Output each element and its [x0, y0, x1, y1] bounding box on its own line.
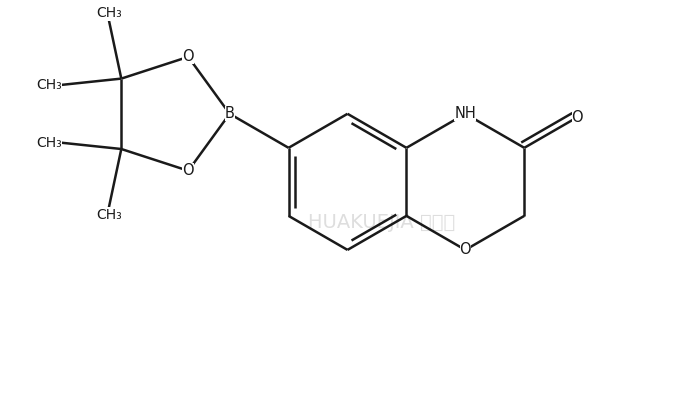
- Text: O: O: [459, 243, 471, 258]
- Text: O: O: [183, 50, 194, 64]
- Text: O: O: [183, 163, 194, 178]
- Text: HUAKUEJIA 化学加: HUAKUEJIA 化学加: [308, 213, 455, 232]
- Text: CH₃: CH₃: [96, 208, 122, 222]
- Text: NH: NH: [455, 106, 476, 121]
- Text: O: O: [571, 110, 583, 125]
- Text: CH₃: CH₃: [36, 136, 62, 150]
- Text: B: B: [224, 106, 235, 121]
- Text: CH₃: CH₃: [96, 6, 122, 20]
- Text: CH₃: CH₃: [36, 78, 62, 92]
